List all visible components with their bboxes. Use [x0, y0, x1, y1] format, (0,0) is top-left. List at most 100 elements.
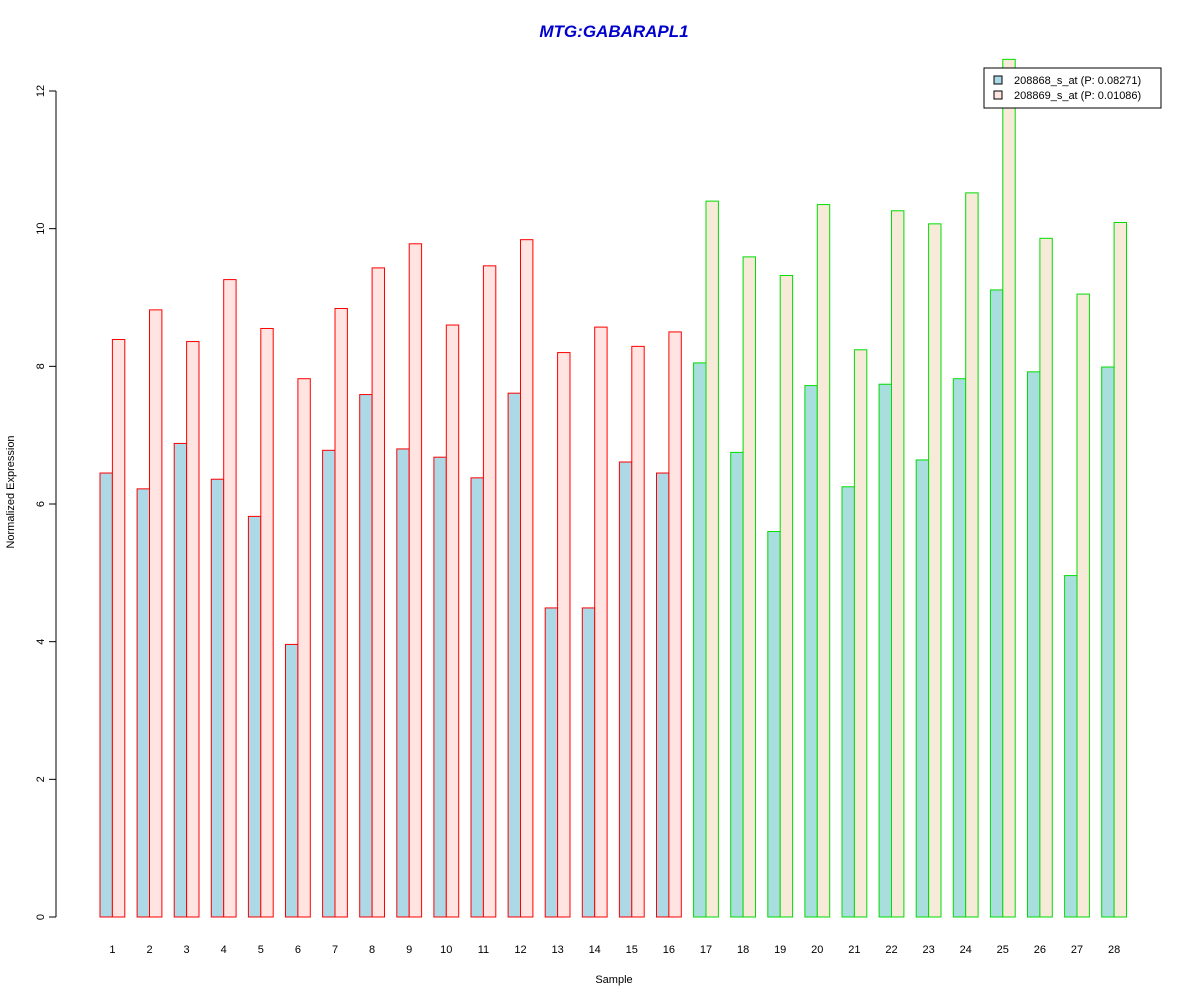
- x-tick-label: 16: [663, 944, 675, 956]
- bar-series1-sample-13: [544, 607, 559, 918]
- y-tick-label: 6: [35, 501, 47, 507]
- bar-series2-sample-15: [631, 345, 645, 918]
- x-tick-label: 12: [514, 944, 526, 956]
- y-axis: 0 2 4 6 8 10 12: [35, 85, 57, 920]
- x-tick-label: 6: [295, 944, 301, 956]
- bar-series2-sample-19: [779, 274, 794, 918]
- y-tick-label: 10: [35, 223, 47, 235]
- x-tick-label: 1: [109, 944, 115, 956]
- bar-series2-sample-2: [149, 309, 163, 918]
- x-tick-label: 15: [626, 944, 638, 956]
- bar-series1-sample-28: [1101, 366, 1115, 918]
- y-tick-label: 2: [35, 776, 47, 782]
- bar-series1-sample-27: [1064, 575, 1078, 918]
- bar-series2-sample-28: [1113, 221, 1127, 918]
- bar-series1-sample-12: [507, 392, 522, 918]
- bar-series2-sample-1: [111, 338, 126, 918]
- bar-series2-sample-4: [223, 279, 237, 918]
- x-tick-label: 13: [551, 944, 563, 956]
- bar-series1-sample-18: [730, 451, 744, 918]
- legend: 208868_s_at (P: 0.08271) 208869_s_at (P: …: [983, 67, 1162, 109]
- plot-area: [99, 58, 1127, 918]
- bar-series2-sample-11: [482, 265, 497, 918]
- bar-series1-sample-6: [285, 643, 299, 918]
- bar-series1-sample-14: [581, 607, 596, 918]
- bar-series1-sample-5: [247, 515, 262, 918]
- bar-series1-sample-22: [878, 383, 892, 918]
- bar-series2-sample-23: [928, 223, 942, 918]
- x-tick-label: 5: [258, 944, 264, 956]
- y-tick-label: 12: [35, 85, 47, 97]
- x-tick-label: 10: [440, 944, 452, 956]
- bar-series1-sample-11: [470, 477, 484, 918]
- bar-series2-sample-27: [1076, 293, 1090, 918]
- x-tick-label: 22: [885, 944, 897, 956]
- bar-series1-sample-3: [173, 442, 188, 918]
- x-tick-label: 21: [848, 944, 860, 956]
- bar-series1-sample-16: [656, 472, 670, 918]
- bar-series2-sample-20: [816, 204, 831, 918]
- bar-series1-sample-15: [618, 461, 633, 918]
- bar-series1-sample-25: [989, 289, 1004, 918]
- bar-series1-sample-8: [359, 394, 373, 918]
- bar-series2-sample-5: [260, 327, 274, 918]
- x-tick-label: 19: [774, 944, 786, 956]
- x-tick-label: 7: [332, 944, 338, 956]
- bar-series2-sample-10: [445, 324, 460, 918]
- bar-series1-sample-19: [767, 531, 781, 918]
- bar-series2-sample-3: [186, 341, 200, 918]
- legend-label: 208868_s_at (P: 0.08271): [1014, 75, 1141, 87]
- bar-series2-sample-12: [520, 239, 534, 918]
- x-tick-label: 26: [1034, 944, 1046, 956]
- legend-swatch: [993, 90, 1003, 100]
- legend-box: [983, 67, 1162, 109]
- bar-series1-sample-1: [99, 472, 113, 918]
- x-tick-label: 9: [406, 944, 412, 956]
- x-tick-label: 11: [478, 944, 489, 956]
- bar-series1-sample-24: [952, 378, 967, 918]
- chart-title: MTG:GABARAPL1: [539, 22, 688, 41]
- x-tick-label: 25: [997, 944, 1009, 956]
- y-axis-label: Normalized Expression: [5, 435, 17, 548]
- x-axis: 1 2 3 4 5 6 7 8 9 10 11 12 13 14 15 16 17 18 19 20 21 22 23 24 2…: [109, 944, 1120, 956]
- bar-series1-sample-21: [841, 486, 855, 918]
- bar-series2-sample-21: [853, 349, 868, 918]
- bar-series2-sample-22: [891, 210, 905, 918]
- bar-series2-sample-13: [557, 352, 571, 918]
- x-tick-label: 23: [922, 944, 934, 956]
- x-tick-label: 27: [1071, 944, 1083, 956]
- x-tick-label: 28: [1108, 944, 1120, 956]
- x-tick-label: 18: [737, 944, 749, 956]
- x-axis-label: Sample: [595, 974, 632, 986]
- bar-series2-sample-6: [297, 378, 311, 918]
- x-tick-label: 4: [221, 944, 227, 956]
- y-tick-label: 4: [35, 639, 47, 645]
- bar-series2-sample-25: [1002, 58, 1016, 918]
- y-tick-label: 0: [35, 914, 47, 920]
- x-tick-label: 17: [700, 944, 712, 956]
- x-tick-label: 20: [811, 944, 823, 956]
- bar-series1-sample-2: [136, 488, 151, 918]
- bar-series1-sample-7: [322, 449, 336, 918]
- x-tick-label: 14: [589, 944, 601, 956]
- bar-series1-sample-17: [693, 362, 707, 918]
- bar-series1-sample-10: [433, 456, 447, 918]
- bar-series1-sample-26: [1027, 371, 1041, 918]
- bar-series2-sample-7: [334, 308, 348, 918]
- bar-series2-sample-9: [408, 243, 423, 918]
- bar-series2-sample-18: [742, 256, 756, 918]
- y-tick-label: 8: [35, 363, 47, 369]
- bar-series2-sample-16: [668, 331, 682, 918]
- bar-series2-sample-8: [371, 267, 386, 918]
- bar-series1-sample-9: [396, 448, 410, 918]
- legend-swatch: [993, 75, 1003, 85]
- bar-series2-sample-24: [965, 192, 979, 918]
- legend-label: 208869_s_at (P: 0.01086): [1014, 90, 1141, 102]
- x-tick-label: 24: [960, 944, 972, 956]
- bar-series1-sample-23: [915, 459, 930, 918]
- x-tick-label: 8: [369, 944, 375, 956]
- bar-series2-sample-17: [705, 200, 719, 918]
- x-tick-label: 2: [146, 944, 152, 956]
- bar-series2-sample-26: [1039, 237, 1053, 918]
